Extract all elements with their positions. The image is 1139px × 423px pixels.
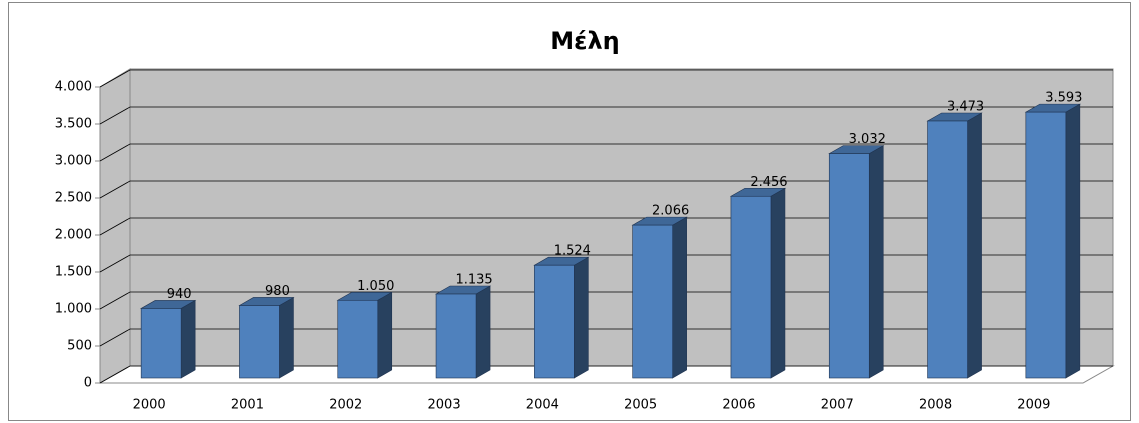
value-label: 1.524 bbox=[554, 244, 591, 259]
bar-side bbox=[279, 296, 294, 379]
bar bbox=[239, 305, 280, 379]
bar bbox=[632, 224, 673, 379]
x-tick-label: 2007 bbox=[821, 398, 854, 413]
value-label: 1.050 bbox=[357, 279, 394, 294]
grid-line bbox=[99, 291, 1113, 310]
y-tick-label: 2.000 bbox=[55, 228, 92, 243]
bar-side bbox=[1065, 103, 1081, 379]
bar-side bbox=[377, 291, 393, 379]
bar bbox=[1025, 111, 1067, 379]
bar-side bbox=[868, 145, 884, 379]
bar bbox=[730, 195, 772, 379]
grid-line bbox=[99, 69, 1113, 88]
x-tick-label: 2008 bbox=[919, 398, 952, 413]
bar-side bbox=[967, 112, 982, 379]
x-tick-label: 2002 bbox=[329, 398, 362, 413]
value-label: 940 bbox=[167, 287, 192, 302]
value-label: 2.456 bbox=[750, 175, 787, 190]
grid-line bbox=[99, 254, 1113, 273]
grid-line bbox=[99, 365, 1113, 384]
grid-line bbox=[99, 143, 1113, 162]
bar bbox=[927, 120, 968, 379]
bar-side bbox=[770, 187, 786, 379]
bar-side bbox=[180, 299, 196, 379]
value-label: 2.066 bbox=[652, 204, 689, 219]
x-tick-label: 2001 bbox=[231, 398, 264, 413]
value-label: 3.473 bbox=[947, 99, 984, 114]
x-tick-label: 2004 bbox=[526, 398, 559, 413]
bar bbox=[435, 293, 477, 379]
bar-side bbox=[574, 256, 589, 379]
y-tick-label: 3.500 bbox=[55, 117, 92, 132]
value-label: 980 bbox=[265, 284, 290, 299]
bar-side bbox=[475, 285, 491, 379]
grid-line bbox=[99, 217, 1113, 236]
y-tick-label: 1.000 bbox=[55, 302, 92, 317]
bar bbox=[140, 308, 182, 379]
value-label: 3.593 bbox=[1045, 91, 1082, 106]
y-tick-label: 1.500 bbox=[55, 265, 92, 280]
chart-title: Μέλη bbox=[550, 27, 620, 55]
grid-line bbox=[99, 106, 1113, 125]
y-tick-label: 0 bbox=[84, 376, 92, 391]
y-tick-label: 500 bbox=[67, 339, 92, 354]
y-tick-label: 4.000 bbox=[55, 80, 92, 95]
x-tick-label: 2003 bbox=[428, 398, 461, 413]
bar bbox=[828, 153, 870, 379]
bar bbox=[337, 299, 379, 379]
side-wall bbox=[99, 68, 131, 384]
x-tick-label: 2006 bbox=[722, 398, 755, 413]
x-tick-label: 2009 bbox=[1017, 398, 1050, 413]
value-label: 1.135 bbox=[455, 273, 492, 288]
grid-line bbox=[99, 180, 1113, 199]
bar bbox=[534, 264, 575, 379]
x-tick-label: 2005 bbox=[624, 398, 657, 413]
y-tick-label: 3.000 bbox=[55, 154, 92, 169]
x-tick-label: 2000 bbox=[133, 398, 166, 413]
grid-line bbox=[99, 328, 1113, 347]
value-label: 3.032 bbox=[849, 132, 886, 147]
bar-side bbox=[672, 216, 687, 379]
y-tick-label: 2.500 bbox=[55, 191, 92, 206]
